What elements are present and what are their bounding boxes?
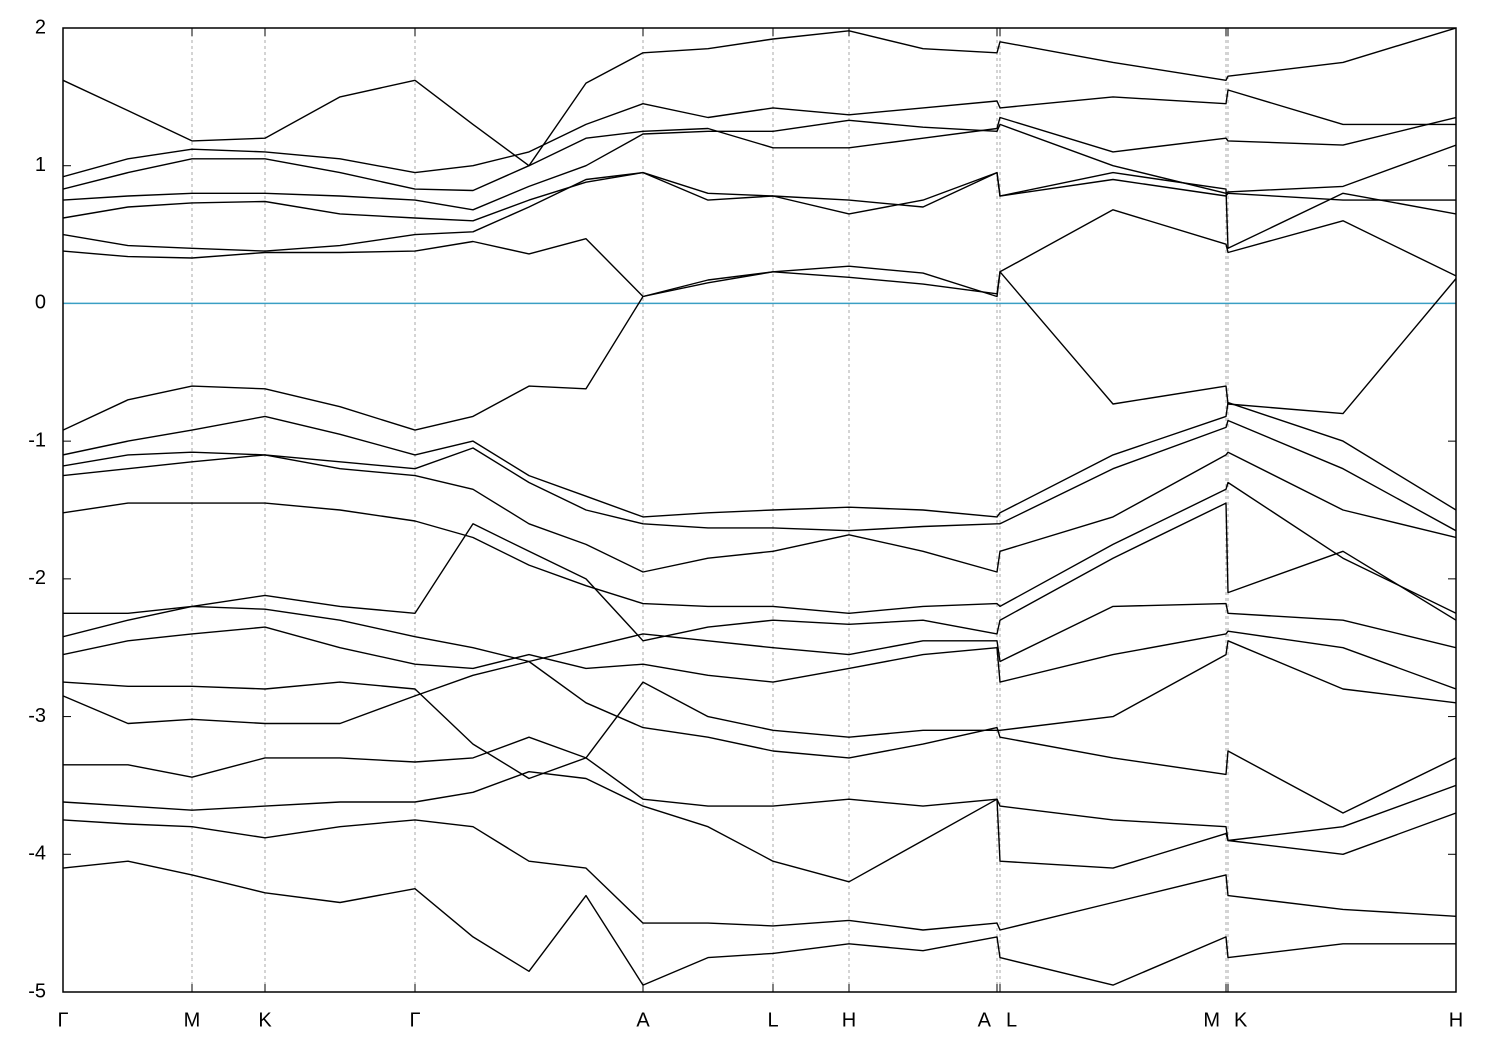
band-line bbox=[63, 89, 1456, 178]
x-tick-label: M bbox=[1203, 1009, 1220, 1031]
band-line bbox=[63, 119, 1456, 211]
y-tick-label: 2 bbox=[35, 16, 46, 38]
band-line bbox=[63, 419, 1456, 532]
band-line bbox=[63, 640, 1456, 780]
band-line bbox=[63, 602, 1456, 663]
y-tick-label: -4 bbox=[28, 843, 46, 865]
x-tick-label: L bbox=[1006, 1009, 1017, 1031]
band-line bbox=[63, 265, 1456, 431]
y-tick-label: -2 bbox=[28, 567, 46, 589]
y-tick-label: -1 bbox=[28, 429, 46, 451]
band-line bbox=[63, 736, 1456, 842]
x-tick-label: A bbox=[636, 1009, 650, 1031]
band-line bbox=[63, 860, 1456, 986]
y-tick-label: 0 bbox=[35, 292, 46, 314]
band-line bbox=[63, 28, 1456, 167]
x-tick-label: Γ bbox=[409, 1009, 420, 1031]
x-tick-label: M bbox=[184, 1009, 201, 1031]
band-line bbox=[63, 819, 1456, 931]
band-line bbox=[63, 771, 1456, 883]
x-tick-label: K bbox=[258, 1009, 272, 1031]
band-line bbox=[63, 171, 1456, 222]
band-line bbox=[63, 209, 1456, 298]
x-tick-label: Γ bbox=[57, 1009, 68, 1031]
band-line bbox=[63, 481, 1456, 614]
band-line bbox=[63, 660, 1456, 814]
plot-frame bbox=[62, 27, 1457, 993]
band-line bbox=[63, 401, 1456, 518]
band-line bbox=[63, 626, 1456, 690]
y-tick-label: -3 bbox=[28, 705, 46, 727]
x-tick-label: L bbox=[767, 1009, 778, 1031]
y-tick-label: -5 bbox=[28, 980, 46, 1002]
x-tick-label: A bbox=[978, 1009, 992, 1031]
x-tick-label: H bbox=[842, 1009, 856, 1031]
band-line bbox=[63, 171, 1456, 252]
x-tick-label: K bbox=[1234, 1009, 1248, 1031]
band-line bbox=[63, 451, 1456, 573]
band-line bbox=[63, 116, 1456, 192]
x-tick-label: H bbox=[1449, 1009, 1463, 1031]
y-tick-label: 1 bbox=[35, 154, 46, 176]
band-line bbox=[63, 502, 1456, 642]
